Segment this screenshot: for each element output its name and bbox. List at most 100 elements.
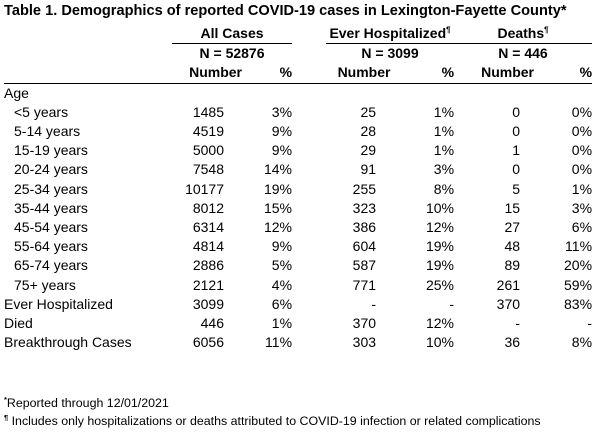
subheader-percent: %	[402, 63, 455, 84]
table-row: 25-34 years 10177 19% 255 8% 5 1%	[4, 180, 592, 199]
cell-hosp-p: 19%	[425, 257, 455, 274]
cell-all-p: 15%	[263, 199, 293, 216]
cell-hosp-n: 255	[352, 180, 377, 197]
cell-death-p: 0%	[571, 161, 593, 178]
row-label: Ever Hospitalized	[4, 295, 113, 312]
cell-death-p: 83%	[564, 295, 593, 312]
cell-hosp-p: 10%	[425, 334, 455, 351]
cell-all-n: 1485	[192, 103, 224, 120]
cell-hosp-n: 91	[360, 161, 377, 178]
cell-hosp-p: 1%	[433, 142, 455, 159]
cell-hosp-n: 303	[352, 334, 377, 351]
cell-hosp-p: 3%	[433, 161, 455, 178]
cell-all-n: 10177	[185, 180, 224, 197]
spacer-cell	[292, 218, 326, 237]
cell-all-n: 8012	[192, 199, 224, 216]
spacer-cell	[292, 141, 326, 160]
footnote-1-text: Reported through 12/01/2021	[6, 396, 169, 410]
row-label: 75+ years	[14, 276, 76, 293]
table-row: 75+ years 2121 4% 771 25% 261 59%	[4, 276, 592, 295]
row-label: 45-54 years	[14, 219, 88, 236]
cell-hosp-p: -	[449, 295, 455, 312]
cell-hosp-n: 25	[360, 103, 377, 120]
cell-death-n: 15	[504, 199, 521, 216]
cell-death-p: 6%	[571, 219, 593, 236]
cell-hosp-p: 12%	[425, 315, 455, 332]
cell-all-n: 2121	[192, 276, 224, 293]
row-label: 20-24 years	[14, 161, 88, 178]
footnote-2-mark: ¶	[4, 412, 9, 422]
cell-all-p: 19%	[263, 180, 293, 197]
row-label: 25-34 years	[14, 180, 88, 197]
table-row: Died 446 1% 370 12% - -	[4, 314, 592, 333]
cell-all-n: 6314	[192, 219, 224, 236]
cell-all-p: 9%	[271, 142, 293, 159]
spacer-cell	[292, 180, 326, 199]
subheader-number: Number	[172, 63, 242, 84]
n-row: N = 52876 N = 3099 N = 446	[4, 44, 592, 64]
cell-hosp-p: 12%	[425, 219, 455, 236]
n-deaths: N = 446	[498, 45, 548, 62]
cell-death-n: 89	[504, 257, 521, 274]
table-row: 55-64 years 4814 9% 604 19% 48 11%	[4, 237, 592, 256]
cell-all-p: 1%	[271, 315, 293, 332]
cell-death-p: 59%	[564, 276, 593, 293]
n-ever-hospitalized: N = 3099	[361, 45, 419, 62]
subheader-percent: %	[534, 63, 593, 84]
table-row: 35-44 years 8012 15% 323 10% 15 3%	[4, 199, 592, 218]
cell-all-p: 5%	[271, 257, 293, 274]
cell-all-n: 4519	[192, 123, 224, 140]
row-label: 35-44 years	[14, 199, 88, 216]
footnote-2-text: Includes only hospitalizations or deaths…	[8, 414, 541, 428]
table-row: 65-74 years 2886 5% 587 19% 89 20%	[4, 256, 592, 275]
table-title-text: Table 1. Demographics of reported COVID-…	[4, 3, 561, 19]
cell-death-p: 0%	[571, 142, 593, 159]
title-footnote-mark: *	[560, 3, 567, 19]
cell-hosp-p: 25%	[425, 276, 455, 293]
cell-death-p: 20%	[564, 257, 593, 274]
cell-hosp-n: 386	[352, 219, 377, 236]
cell-hosp-n: 771	[352, 276, 377, 293]
subheader-number: Number	[454, 63, 535, 84]
cell-hosp-n: 29	[360, 142, 377, 159]
cell-all-n: 446	[200, 315, 224, 332]
cell-death-n: 0	[512, 161, 521, 178]
cell-hosp-n: 323	[352, 199, 377, 216]
table-row: <5 years 1485 3% 25 1% 0 0%	[4, 103, 592, 122]
subheader-percent: %	[242, 63, 293, 84]
cell-all-p: 6%	[271, 295, 293, 312]
cell-death-n: 0	[512, 123, 521, 140]
table-row: 15-19 years 5000 9% 29 1% 1 0%	[4, 141, 592, 160]
cell-death-p: 8%	[571, 334, 593, 351]
cell-death-n: 1	[512, 142, 521, 159]
row-label: 65-74 years	[14, 257, 88, 274]
cell-all-p: 9%	[271, 123, 293, 140]
cell-all-p: 11%	[265, 334, 293, 351]
cell-death-n: 36	[504, 334, 521, 351]
cell-death-n: 0	[512, 103, 521, 120]
cell-hosp-n: -	[371, 295, 377, 312]
cell-all-n: 3099	[192, 295, 224, 312]
cell-hosp-n: 28	[360, 123, 377, 140]
footnote-2: ¶ Includes only hospitalizations or deat…	[4, 414, 541, 428]
row-label: Breakthrough Cases	[4, 334, 132, 351]
cell-death-n: 370	[496, 295, 521, 312]
cell-all-p: 14%	[263, 161, 293, 178]
table-row: 20-24 years 7548 14% 91 3% 0 0%	[4, 160, 592, 179]
spacer-cell	[292, 276, 326, 295]
cell-hosp-p: 10%	[425, 199, 455, 216]
cell-death-p: 1%	[571, 180, 593, 197]
row-label: 55-64 years	[14, 238, 88, 255]
row-label: <5 years	[14, 103, 69, 120]
table-row: 5-14 years 4519 9% 28 1% 0 0%	[4, 122, 592, 141]
group-header-deaths: Deaths¶	[454, 24, 593, 45]
row-label: 5-14 years	[14, 123, 81, 140]
cell-all-p: 9%	[271, 238, 293, 255]
spacer-cell	[292, 122, 326, 141]
table-row: Breakthrough Cases 6056 11% 303 10% 36 8%	[4, 333, 592, 352]
section-row-age: Age	[4, 83, 592, 103]
group-header-row: All Cases Ever Hospitalized¶ Deaths¶	[4, 24, 593, 45]
table-row: Ever Hospitalized 3099 6% - - 370 83%	[4, 295, 592, 314]
footnote-1-mark: *	[4, 394, 7, 404]
